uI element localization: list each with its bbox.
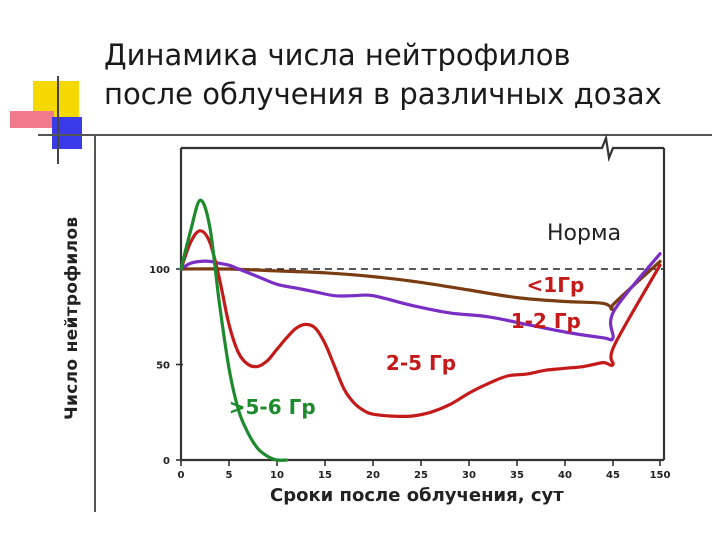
x-tick-label: 10	[270, 470, 284, 481]
x-tick-label: 30	[462, 470, 476, 481]
y-tick-label: 100	[149, 265, 170, 276]
series-line-2-5-гр	[179, 229, 662, 419]
x-tick-label: 0	[178, 470, 185, 481]
x-tick-label: 15	[318, 470, 332, 481]
series-layer	[179, 198, 662, 462]
series-label-1-2-гр: 1-2 Гр	[511, 309, 581, 333]
chart-title: Динамика числа нейтрофилов после облучен…	[104, 36, 716, 114]
chart-title-line-1: Динамика числа нейтрофилов	[104, 38, 571, 72]
x-tick-label: 150	[650, 470, 671, 481]
x-tick-label: 20	[366, 470, 380, 481]
side-divider	[94, 134, 96, 512]
x-tick-label: 45	[606, 470, 620, 481]
series-line-1-2-гр	[179, 252, 662, 342]
series-label-2-5-гр: 2-5 Гр	[386, 351, 456, 375]
series-label-1гр: <1Гр	[527, 273, 585, 297]
annotation-layer: <1Гр 1-2 Гр 2-5 Гр >5-6 Гр	[229, 273, 585, 419]
series-line-5-6-гр	[179, 198, 289, 462]
y-tick-label: 50	[156, 361, 170, 372]
x-tick-label: 25	[414, 470, 428, 481]
title-divider	[38, 134, 712, 136]
x-tick-label: 5	[226, 470, 233, 481]
x-axis-label: Сроки после облучения, сут	[270, 485, 564, 506]
series-line-1гр	[179, 259, 662, 311]
x-tick-label: 40	[558, 470, 572, 481]
cross-vertical-decoration	[57, 76, 59, 164]
series-label-5-6-гр: >5-6 Гр	[229, 395, 316, 419]
pink-bar-decoration	[10, 111, 54, 128]
y-axis: 100 50 0	[149, 265, 183, 467]
chart-title-line-2: после облучения в различных дозах	[104, 77, 662, 111]
norm-label: Норма	[547, 221, 621, 246]
x-axis: 0 5 10 15 20 25 30 35 40 45 150	[178, 460, 671, 481]
y-tick-label: 0	[163, 456, 170, 467]
x-tick-label: 35	[510, 470, 524, 481]
